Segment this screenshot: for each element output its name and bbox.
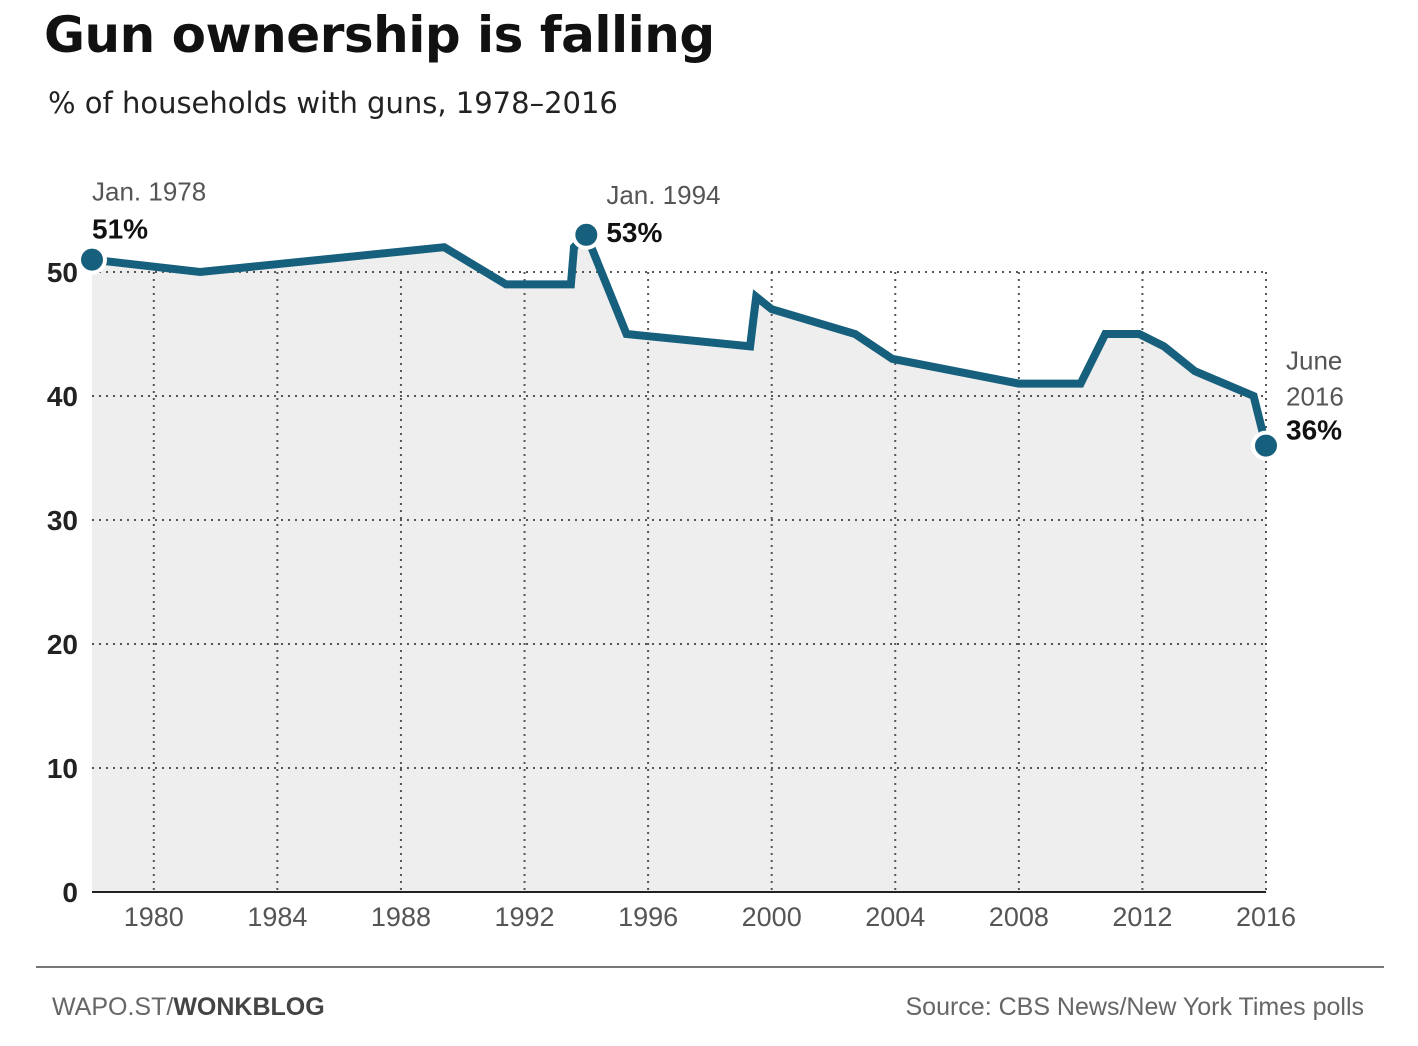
annotation-date: Jan. 1994 — [606, 180, 720, 210]
y-tick-label: 50 — [47, 257, 78, 288]
x-tick-label: 2008 — [989, 902, 1049, 932]
y-tick-label: 30 — [47, 505, 78, 536]
annotation-marker — [571, 219, 602, 250]
x-tick-label: 1988 — [371, 902, 431, 932]
footer-divider — [36, 966, 1384, 968]
x-tick-label: 1980 — [124, 902, 184, 932]
annotation-value: 51% — [92, 214, 148, 245]
x-tick-label: 2012 — [1112, 902, 1172, 932]
credit-text: WAPO.ST/WONKBLOG — [52, 993, 325, 1022]
x-tick-label: 2000 — [742, 902, 802, 932]
x-tick-label: 1996 — [618, 902, 678, 932]
annotation-date: Jan. 1978 — [92, 177, 206, 207]
x-tick-label: 2004 — [865, 902, 925, 932]
y-tick-label: 40 — [47, 381, 78, 412]
annotation-value: 36% — [1286, 415, 1342, 446]
x-tick-label: 1984 — [247, 902, 307, 932]
annotation-value: 53% — [606, 217, 662, 248]
annotation-date: June — [1286, 346, 1342, 376]
x-tick-label: 1992 — [494, 902, 554, 932]
annotation-marker — [1251, 430, 1281, 461]
source-text: Source: CBS News/New York Times polls — [905, 993, 1364, 1021]
chart-title: Gun ownership is falling — [44, 6, 715, 64]
y-tick-label: 20 — [47, 629, 78, 660]
area-fill — [92, 234, 1266, 893]
series-line — [91, 227, 1270, 447]
annotation-date: 2016 — [1286, 382, 1344, 412]
credit-brand: WONKBLOG — [173, 993, 325, 1021]
annotation-marker — [77, 244, 107, 275]
y-tick-label: 10 — [47, 753, 78, 784]
credit-prefix: WAPO.ST/ — [52, 993, 174, 1021]
y-tick-label: 0 — [62, 877, 78, 908]
chart-subtitle: % of households with guns, 1978–2016 — [48, 86, 618, 120]
x-tick-label: 2016 — [1236, 902, 1296, 932]
